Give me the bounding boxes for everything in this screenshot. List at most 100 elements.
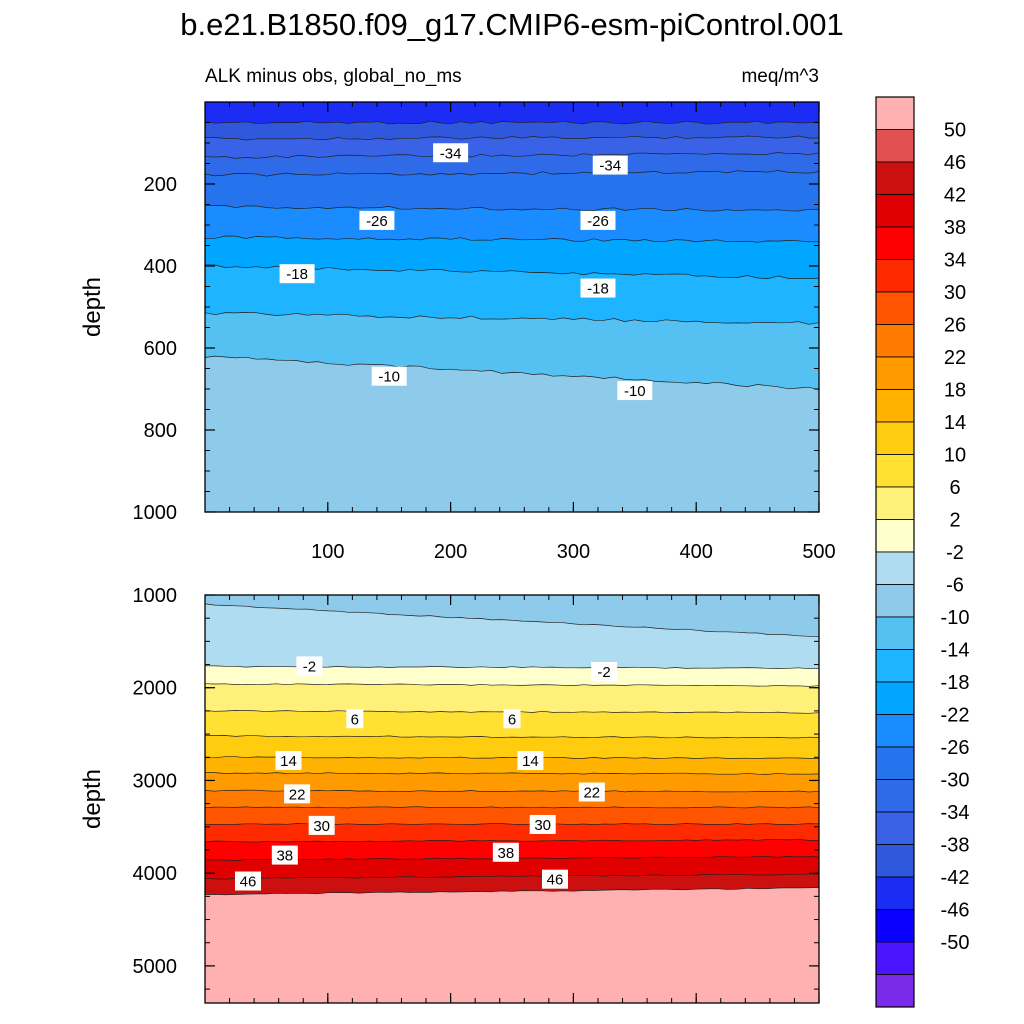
colorbar-label: -42 bbox=[941, 867, 970, 889]
contour-line bbox=[205, 756, 819, 759]
contour-label-text: 14 bbox=[522, 753, 539, 770]
contour-line bbox=[205, 120, 819, 125]
lower-contour-labels: -2 -2 6 6 14 14 22 22 30 30 38 38 46 46 bbox=[234, 656, 618, 891]
upper-contour-lines bbox=[205, 120, 819, 391]
x-tick-label: 200 bbox=[434, 541, 467, 563]
lower-plot-frame bbox=[204, 594, 820, 1004]
contour-label: -26 bbox=[359, 210, 395, 230]
lower-y-axis-label: depth bbox=[79, 769, 106, 829]
colorbar-label: -2 bbox=[946, 542, 964, 564]
colorbar-box bbox=[875, 389, 915, 423]
contour-line bbox=[205, 312, 819, 325]
colorbar-box bbox=[875, 584, 915, 618]
y-tick-label: 4000 bbox=[133, 863, 178, 885]
contour-label-text: 6 bbox=[508, 711, 516, 728]
y-tick-label: 1000 bbox=[133, 585, 178, 607]
contour-label-text: 30 bbox=[534, 817, 551, 834]
y-tick-label: 5000 bbox=[133, 956, 178, 978]
contour-line bbox=[205, 873, 819, 880]
contour-label: -2 bbox=[591, 661, 618, 681]
contour-label-text: -2 bbox=[303, 658, 316, 675]
upper-panel: -34 -34 -26 -26 -18 -18 -10 -10 200 400 600 800 100… bbox=[79, 101, 836, 563]
contour-label: 14 bbox=[517, 750, 544, 770]
chart-title: b.e21.B1850.f09_g17.CMIP6-esm-piControl.… bbox=[180, 7, 843, 42]
contour-line bbox=[205, 170, 819, 177]
colorbar-box bbox=[875, 226, 915, 260]
y-tick-label: 2000 bbox=[133, 678, 178, 700]
contour-label: -18 bbox=[580, 278, 616, 298]
y-tick-label: 200 bbox=[144, 174, 177, 196]
contour-label: 30 bbox=[308, 815, 335, 835]
upper-y-axis-label: depth bbox=[79, 277, 106, 337]
contour-line bbox=[205, 603, 819, 638]
colorbar-box bbox=[875, 649, 915, 683]
colorbar-box bbox=[875, 876, 915, 910]
colorbar-box bbox=[875, 681, 915, 715]
contour-label-text: -34 bbox=[440, 145, 462, 162]
colorbar-label: -14 bbox=[941, 640, 970, 662]
contour-line bbox=[205, 839, 819, 843]
contour-label-text: 6 bbox=[351, 711, 359, 728]
contour-line bbox=[205, 772, 819, 775]
lower-y-ticks: 1000 2000 3000 4000 5000 bbox=[133, 585, 819, 990]
colorbar-box bbox=[875, 844, 915, 878]
colorbar-label: -22 bbox=[941, 705, 970, 727]
contour-label-text: 38 bbox=[276, 848, 293, 865]
contour-label: -10 bbox=[371, 366, 407, 386]
y-tick-label: 400 bbox=[144, 256, 177, 278]
colorbar-label: 18 bbox=[944, 380, 966, 402]
contour-label: 46 bbox=[541, 869, 568, 889]
contour-label-text: -10 bbox=[624, 383, 646, 400]
colorbar-label: -38 bbox=[941, 835, 970, 857]
colorbar-label: -26 bbox=[941, 737, 970, 759]
colorbar-box bbox=[875, 941, 915, 975]
upper-contour-labels: -34 -34 -26 -26 -18 -18 -10 -10 bbox=[279, 143, 653, 401]
colorbar-label: 6 bbox=[949, 477, 960, 499]
colorbar-label: -50 bbox=[941, 932, 970, 954]
colorbar-label: -10 bbox=[941, 607, 970, 629]
colorbar-label: 30 bbox=[944, 282, 966, 304]
x-tick-label: 500 bbox=[802, 541, 835, 563]
contour-label: -34 bbox=[433, 143, 469, 163]
contour-label-text: 22 bbox=[289, 786, 306, 803]
colorbar-label: -6 bbox=[946, 575, 964, 597]
colorbar-box bbox=[875, 129, 915, 163]
contour-line bbox=[205, 823, 819, 825]
colorbar-box bbox=[875, 96, 915, 130]
colorbar-label: 26 bbox=[944, 315, 966, 337]
colorbar-box bbox=[875, 519, 915, 553]
colorbar: 50 46 42 38 34 30 26 22 18 14 10 6 2 -2 -6 -10 -14 -18 -22… bbox=[875, 96, 970, 1008]
colorbar-box bbox=[875, 486, 915, 520]
contour-label: 22 bbox=[578, 782, 605, 802]
colorbar-box bbox=[875, 616, 915, 650]
colorbar-label: 10 bbox=[944, 445, 966, 467]
lower-x-ticks bbox=[229, 595, 820, 1003]
contour-line bbox=[205, 806, 819, 809]
colorbar-box bbox=[875, 974, 915, 1008]
colorbar-box bbox=[875, 811, 915, 845]
contour-label: 14 bbox=[275, 750, 302, 770]
x-tick-label: 100 bbox=[311, 541, 344, 563]
chart-subtitle-right: meq/m^3 bbox=[741, 66, 819, 87]
colorbar-box bbox=[875, 746, 915, 780]
lower-panel: -2 -2 6 6 14 14 22 22 30 30 38 38 46 46 1000 2000 3000 4… bbox=[79, 585, 820, 1004]
colorbar-label: 50 bbox=[944, 120, 966, 142]
colorbar-label: 14 bbox=[944, 412, 966, 434]
contour-label: 6 bbox=[346, 709, 364, 729]
contour-label-text: -10 bbox=[378, 369, 400, 386]
contour-line bbox=[205, 887, 819, 896]
contour-label: 46 bbox=[234, 871, 261, 891]
y-tick-label: 800 bbox=[144, 420, 177, 442]
contour-label: 6 bbox=[503, 709, 521, 729]
contour-label-text: -18 bbox=[286, 266, 308, 283]
colorbar-box bbox=[875, 421, 915, 455]
contour-label-text: -34 bbox=[599, 158, 621, 175]
contour-label-text: -2 bbox=[597, 664, 610, 681]
colorbar-box bbox=[875, 161, 915, 195]
contour-label-text: 46 bbox=[547, 872, 564, 889]
contour-label: 38 bbox=[271, 845, 298, 865]
contour-label-text: 38 bbox=[498, 845, 515, 862]
contour-label: 30 bbox=[529, 814, 556, 834]
contour-label: -10 bbox=[617, 381, 653, 401]
